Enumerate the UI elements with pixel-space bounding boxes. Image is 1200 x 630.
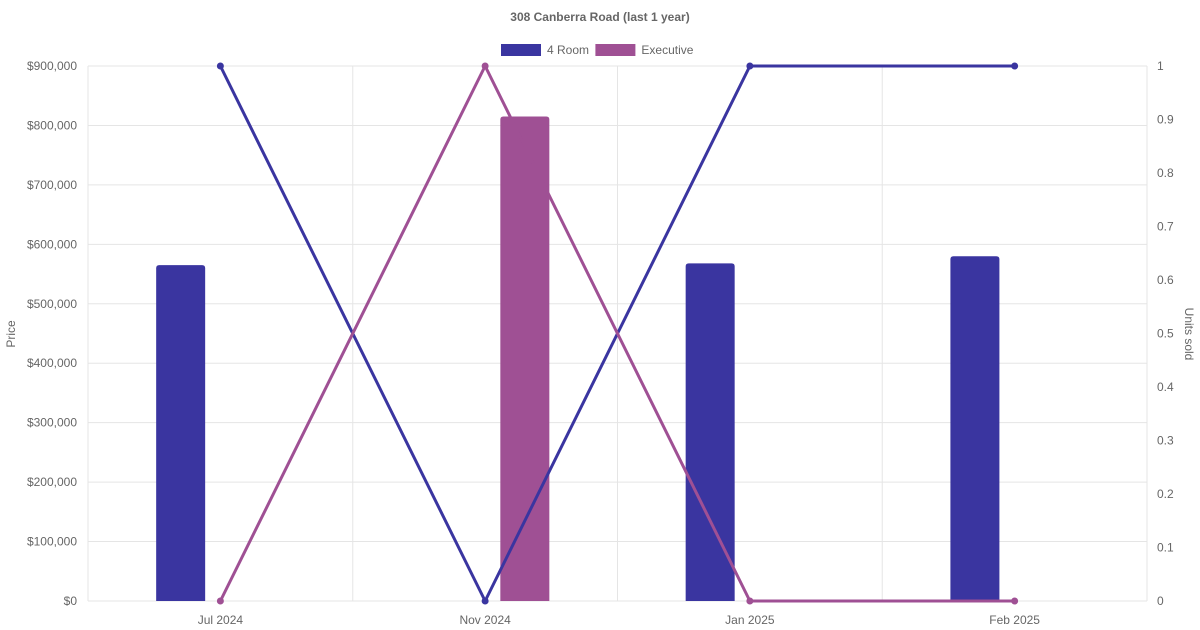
left-tick-label: $200,000 [27, 475, 77, 489]
right-tick-label: 0.9 [1157, 113, 1174, 127]
x-axis: Jul 2024 Nov 2024 Jan 2025 Feb 2025 [198, 613, 1041, 627]
right-tick-label: 0.1 [1157, 541, 1174, 555]
left-axis-title: Price [4, 320, 18, 348]
x-tick-label: Nov 2024 [459, 613, 511, 627]
left-tick-label: $900,000 [27, 59, 77, 73]
right-axis: 0 0.1 0.2 0.3 0.4 0.5 0.6 0.7 0.8 0.9 1 [1157, 59, 1174, 608]
line-point [746, 62, 754, 70]
right-tick-label: 0 [1157, 594, 1164, 608]
chart-title: 308 Canberra Road (last 1 year) [510, 10, 689, 24]
bars [156, 116, 1000, 602]
legend-label: 4 Room [547, 43, 589, 57]
right-tick-label: 0.7 [1157, 220, 1174, 234]
left-tick-label: $700,000 [27, 178, 77, 192]
x-tick-label: Feb 2025 [989, 613, 1040, 627]
line-point [1011, 597, 1019, 605]
series-line [219, 64, 1015, 603]
line-point [746, 597, 754, 605]
right-axis-title: Units sold [1182, 308, 1196, 361]
right-tick-label: 0.4 [1157, 380, 1174, 394]
legend[interactable]: 4 Room Executive [501, 43, 694, 57]
line-point [216, 62, 224, 70]
right-tick-label: 0.8 [1157, 166, 1174, 180]
bar [156, 265, 206, 601]
line-point [1011, 62, 1019, 70]
left-tick-label: $300,000 [27, 416, 77, 430]
right-tick-label: 0.3 [1157, 434, 1174, 448]
bar [950, 256, 1000, 601]
line-point [481, 597, 489, 605]
right-tick-label: 0.2 [1157, 487, 1174, 501]
left-tick-label: $800,000 [27, 118, 77, 132]
bar [685, 263, 735, 601]
legend-item[interactable]: 4 Room [501, 43, 589, 57]
left-tick-label: $500,000 [27, 297, 77, 311]
left-axis: $0 $100,000 $200,000 $300,000 $400,000 $500,0… [27, 59, 77, 608]
lines [216, 62, 1019, 605]
right-tick-label: 1 [1157, 59, 1164, 73]
legend-item[interactable]: Executive [595, 43, 694, 57]
left-tick-label: $400,000 [27, 356, 77, 370]
left-tick-label: $0 [64, 594, 78, 608]
x-tick-label: Jul 2024 [198, 613, 244, 627]
right-tick-label: 0.5 [1157, 327, 1174, 341]
bar [500, 116, 550, 602]
line-point [481, 62, 489, 70]
legend-swatch [595, 44, 636, 56]
left-tick-label: $600,000 [27, 237, 77, 251]
x-tick-label: Jan 2025 [725, 613, 775, 627]
line-point [216, 597, 224, 605]
right-tick-label: 0.6 [1157, 273, 1174, 287]
left-tick-label: $100,000 [27, 535, 77, 549]
legend-swatch [501, 44, 541, 56]
legend-label: Executive [641, 43, 693, 57]
